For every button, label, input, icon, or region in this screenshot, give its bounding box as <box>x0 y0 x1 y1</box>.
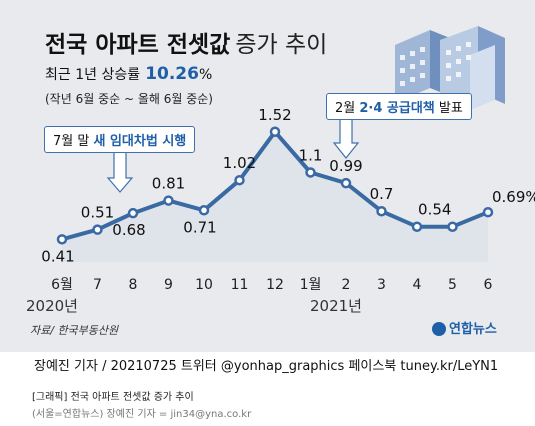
data-point <box>198 205 210 216</box>
chart-area-fill <box>62 131 488 262</box>
left-annotation-highlight: 새 임대차법 시행 <box>93 134 187 149</box>
x-tick-label: 6월 <box>51 277 73 293</box>
left-annotation-prefix: 7월 말 <box>53 134 90 149</box>
value-label: 0.81 <box>152 175 185 193</box>
x-tick-label: 8 <box>129 277 138 293</box>
data-point <box>447 221 458 232</box>
x-axis-ticks: 6월 7 8 9 10 11 12 1월 2 3 4 5 6 <box>51 277 492 293</box>
x-tick-label: 1월 <box>300 277 322 293</box>
data-point <box>269 126 281 138</box>
value-label: 0.68 <box>112 221 145 239</box>
x-tick-label: 12 <box>266 277 284 293</box>
data-point <box>376 205 387 217</box>
growth-rate-unit: % <box>198 67 213 83</box>
year-label: 2020년 <box>26 297 78 315</box>
growth-rate-value: 10.26 <box>145 64 199 84</box>
yonhap-logo: 연합뉴스 <box>432 318 497 337</box>
right-annotation-arrow <box>332 116 360 159</box>
footer-byline: (서울=연합뉴스) 장예진 기자 = jin34@yna.co.kr <box>32 409 252 420</box>
value-label: 0.54 <box>418 201 451 219</box>
x-tick-label: 3 <box>377 277 386 293</box>
x-tick-label: 10 <box>195 277 213 293</box>
x-tick-label: 2 <box>342 277 351 293</box>
value-label: 0.41 <box>41 247 74 265</box>
value-label: 0.99 <box>329 157 362 175</box>
source-note: 자료/ 한국부동산원 <box>30 324 119 337</box>
data-point <box>92 224 103 235</box>
right-annotation-highlight: 2·4 공급대책 <box>359 101 435 116</box>
right-annotation: 2월 2·4 공급대책 발표 <box>326 93 472 120</box>
left-annotation-arrow <box>106 149 134 193</box>
value-label: 0.51 <box>81 204 114 222</box>
data-point <box>234 174 245 186</box>
x-tick-label: 6 <box>484 277 493 293</box>
chart-area: 0.41 0.510.68 0.81 0.71 1.02 1.52 1.1 0.99 0.7 0.… <box>26 26 535 315</box>
data-point <box>127 207 139 219</box>
growth-rate-period: (작년 6월 중순 ~ 올해 6월 중순) <box>45 92 213 106</box>
data-point <box>340 177 352 189</box>
left-annotation: 7월 말 새 임대차법 시행 <box>44 126 196 153</box>
value-label: 1.02 <box>223 154 256 172</box>
growth-rate-line: 최근 1년 상승률 10.26% <box>45 64 212 84</box>
chart-points <box>56 126 494 245</box>
title-light-text: 증가 추이 <box>235 32 328 58</box>
value-label: 0.71 <box>183 218 216 236</box>
x-tick-label: 4 <box>413 277 422 293</box>
footer-caption: [그래픽] 전국 아파트 전셋값 증가 추이 <box>32 392 194 403</box>
value-label: 0.69% <box>492 188 535 206</box>
credit-line: 장예진 기자 / 20210725 트위터 @yonhap_graphics 페… <box>34 359 499 374</box>
data-point <box>482 206 494 218</box>
growth-rate-prefix: 최근 1년 상승률 <box>45 67 141 83</box>
data-point <box>56 234 68 245</box>
value-label: 0.7 <box>370 185 394 203</box>
data-point <box>305 167 316 178</box>
chart-title: 전국 아파트 전셋값 증가 추이 <box>45 25 327 59</box>
chart-value-labels: 0.41 0.510.68 0.81 0.71 1.02 1.52 1.1 0.99 0.7 0.… <box>41 106 535 266</box>
x-tick-label: 11 <box>231 277 249 293</box>
right-annotation-prefix: 2월 <box>335 101 356 116</box>
x-tick-label: 9 <box>164 277 173 293</box>
year-label: 2021년 <box>310 297 362 315</box>
value-label: 1.1 <box>299 146 323 164</box>
apartment-buildings-illustration <box>395 26 505 110</box>
right-annotation-suffix: 발표 <box>438 101 463 116</box>
logo-text: 연합뉴스 <box>449 322 497 337</box>
x-tick-label: 5 <box>448 277 457 293</box>
title-bold-text: 전국 아파트 전셋값 <box>45 32 231 58</box>
logo-mark-icon <box>432 321 446 336</box>
x-axis-year-labels: 2020년 2021년 <box>26 297 362 315</box>
value-label: 1.52 <box>258 106 291 124</box>
data-point <box>411 221 423 232</box>
x-tick-label: 7 <box>93 277 102 293</box>
data-point <box>163 195 174 206</box>
